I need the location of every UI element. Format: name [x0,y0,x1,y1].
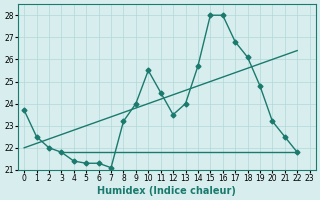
X-axis label: Humidex (Indice chaleur): Humidex (Indice chaleur) [98,186,236,196]
